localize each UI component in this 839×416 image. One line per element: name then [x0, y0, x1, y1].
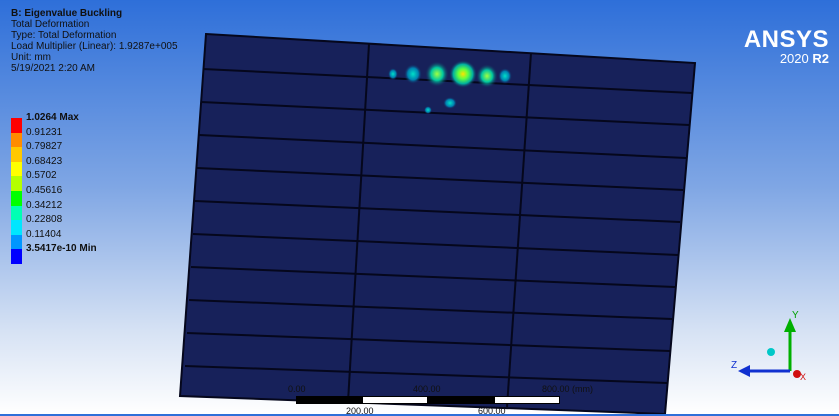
scale-segment [494, 396, 560, 404]
deformation-hotspot [388, 60, 512, 114]
legend-swatch [11, 249, 22, 264]
scale-segment [296, 396, 362, 404]
legend-value: 0.68423 [26, 155, 63, 167]
result-info: B: Eigenvalue Buckling Total Deformation… [11, 8, 178, 74]
result-name: Total Deformation [11, 19, 90, 30]
axis-triad[interactable]: Y Z X [728, 308, 828, 388]
plate-mesh [178, 32, 697, 414]
legend-swatch [11, 176, 22, 191]
unit-label: Unit: mm [11, 52, 51, 63]
scale-label-0: 0.00 [288, 384, 306, 394]
result-title: B: Eigenvalue Buckling [11, 8, 123, 19]
legend-swatch [11, 220, 22, 235]
x-axis-label: X [800, 372, 806, 382]
version-year: 2020 [779, 51, 809, 66]
scale-segment [362, 396, 428, 404]
version-release: R2 [812, 51, 829, 66]
legend-value: 1.0264 Max [26, 112, 79, 123]
legend-swatch [11, 205, 22, 221]
timestamp: 5/19/2021 2:20 AM [11, 63, 95, 74]
scale-label-400: 400.00 [413, 384, 441, 394]
legend-swatch [11, 234, 22, 250]
legend-value: 0.34212 [26, 199, 63, 211]
legend-value: 3.5417e-10 Min [26, 243, 97, 255]
legend-value: 0.45616 [26, 184, 63, 196]
triad-iso-ball[interactable] [767, 348, 775, 356]
legend-swatch [11, 147, 22, 162]
scale-label-600: 600.00 [478, 406, 506, 416]
result-type: Type: Total Deformation [11, 30, 117, 41]
scale-segment [428, 396, 494, 404]
x-axis-ball [793, 370, 801, 378]
z-axis-label: Z [731, 360, 737, 371]
y-axis-head [784, 318, 796, 332]
legend-value: 0.5702 [26, 170, 57, 182]
legend-value: 0.22808 [26, 214, 63, 226]
scale-label-200: 200.00 [346, 406, 374, 416]
load-multiplier: Load Multiplier (Linear): 1.9287e+005 [11, 41, 178, 52]
brand-version: 2020 R2 [744, 52, 829, 66]
legend-value: 0.91231 [26, 126, 63, 138]
ansys-logo: ANSYS 2020 R2 [744, 28, 829, 66]
y-axis-label: Y [792, 310, 799, 321]
scale-label-800: 800.00 (mm) [542, 384, 594, 394]
legend-value: 0.79827 [26, 141, 63, 153]
z-axis-head [738, 365, 750, 377]
legend-swatch [11, 190, 22, 206]
legend-swatch [11, 132, 22, 148]
brand-name: ANSYS [743, 26, 829, 53]
legend-swatch [11, 161, 22, 177]
mesh-stiffeners [184, 43, 693, 408]
legend-value: 0.11404 [26, 228, 62, 240]
legend-swatch [11, 118, 22, 133]
